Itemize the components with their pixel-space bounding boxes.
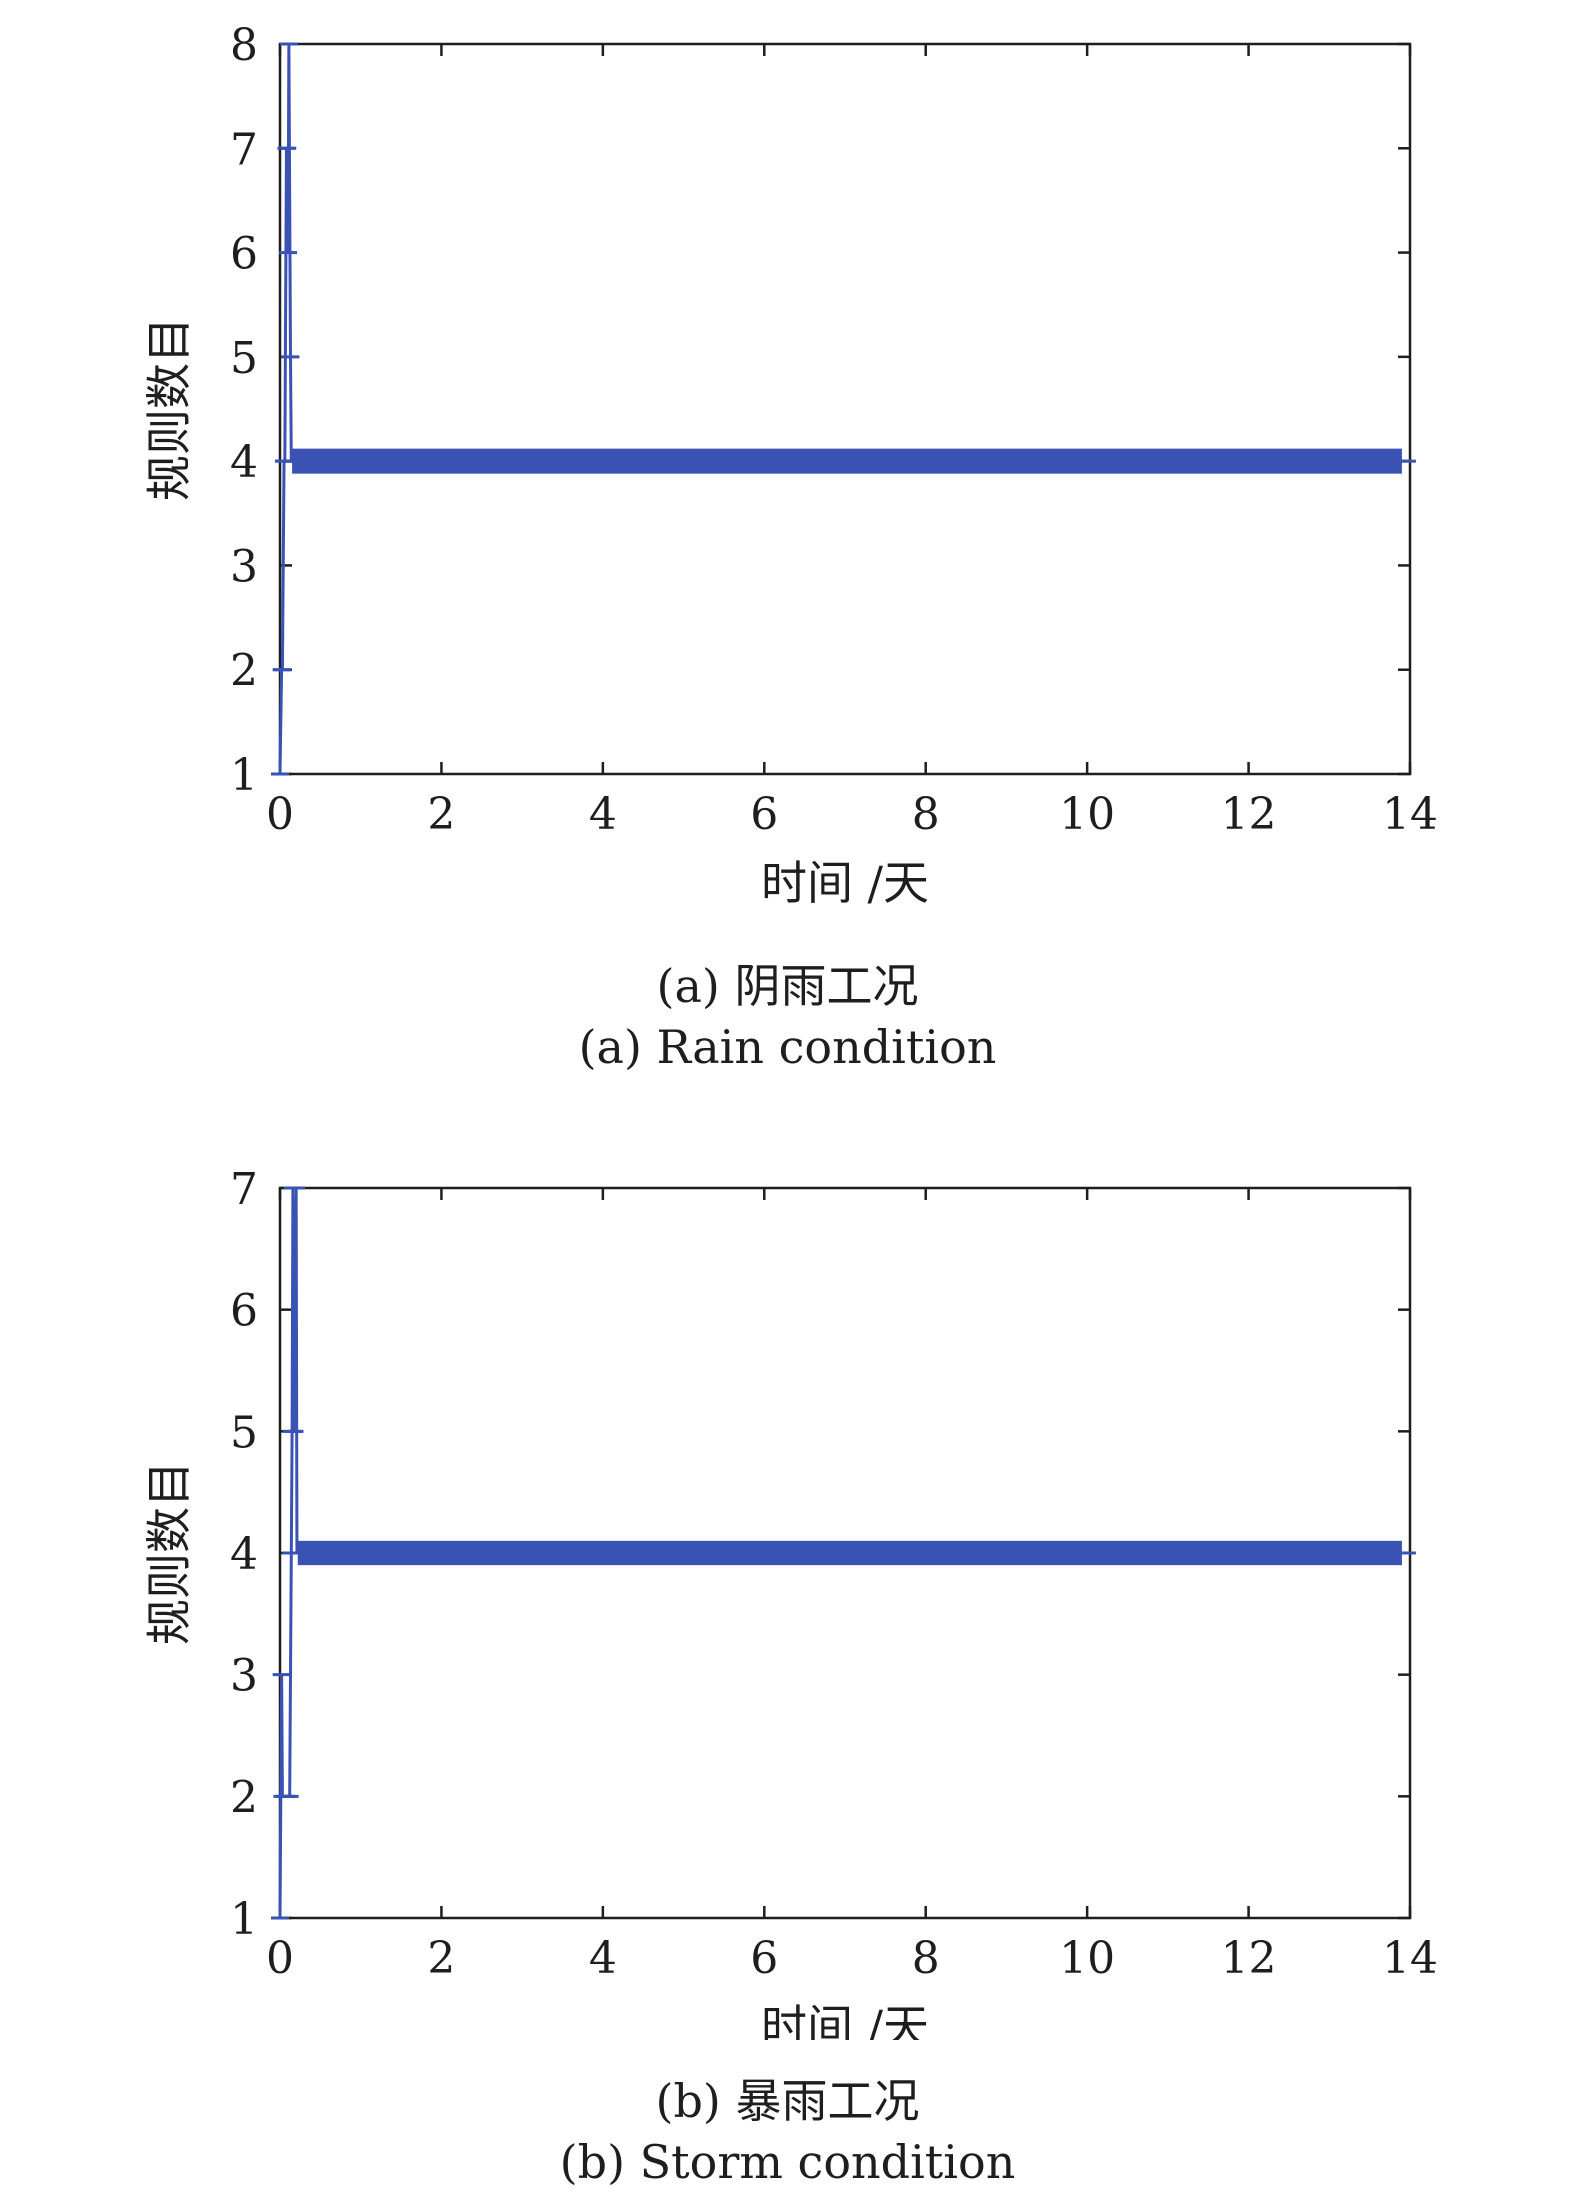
y-tick-label: 5: [230, 333, 258, 384]
x-tick-label: 2: [427, 1933, 455, 1984]
x-tick-label: 0: [266, 1933, 294, 1984]
caption-b-en: (b) Storm condition: [559, 2135, 1016, 2189]
x-tick-label: 14: [1382, 1933, 1438, 1984]
y-tick-label: 7: [230, 124, 258, 175]
y-tick-label: 1: [230, 1894, 258, 1945]
y-tick-label: 6: [230, 1286, 258, 1337]
x-tick-label: 14: [1382, 789, 1438, 840]
x-tick-label: 0: [266, 789, 294, 840]
x-tick-label: 4: [589, 789, 617, 840]
y-tick-label: 8: [230, 20, 258, 71]
y-axis-label: 规则数目: [142, 317, 196, 501]
x-tick-label: 2: [427, 789, 455, 840]
figure-b: 0 2 4 6 8 10 12 14 1 2 3 4 5 6 7 时间 /天 规则数目 (b) 暴雨工况 (b)…: [0, 1120, 1575, 2210]
x-tick-label: 12: [1221, 789, 1277, 840]
x-axis-label: 时间 /天: [761, 856, 929, 910]
plot-frame: [278, 42, 1412, 776]
x-axis-label: 时间 /天: [761, 2000, 929, 2040]
series-line: [278, 1187, 1402, 1919]
caption-a-cn: (a) 阴雨工况: [656, 959, 919, 1013]
y-tick-label: 7: [230, 1164, 258, 1215]
y-tick-label: 6: [230, 229, 258, 280]
y-tick-label: 5: [230, 1407, 258, 1458]
figure-a: 0 2 4 6 8 10 12 14 1 2 3 4 5 6 7 8 时间 /天 规则数目 (a) 阴雨工况 (a…: [0, 0, 1575, 1100]
caption-b-cn: (b) 暴雨工况: [655, 2074, 920, 2128]
x-tick-label: 4: [589, 1933, 617, 1984]
y-tick-label: 4: [230, 437, 258, 488]
y-tick-label: 2: [230, 646, 258, 697]
x-tick-label: 8: [912, 789, 940, 840]
x-tick-label: 10: [1059, 1933, 1115, 1984]
x-tick-label: 8: [912, 1933, 940, 1984]
y-tick-label: 4: [230, 1529, 258, 1580]
y-axis-label: 规则数目: [142, 1461, 196, 1645]
x-tick-label: 6: [750, 789, 778, 840]
caption-a-en: (a) Rain condition: [578, 1020, 997, 1074]
x-tick-label: 6: [750, 1933, 778, 1984]
x-tick-label: 10: [1059, 789, 1115, 840]
x-tick-label: 12: [1221, 1933, 1277, 1984]
y-tick-label: 3: [230, 1651, 258, 1702]
y-tick-label: 2: [230, 1772, 258, 1823]
y-tick-label: 3: [230, 541, 258, 592]
y-tick-label: 1: [230, 750, 258, 801]
series-line: [278, 43, 1402, 775]
